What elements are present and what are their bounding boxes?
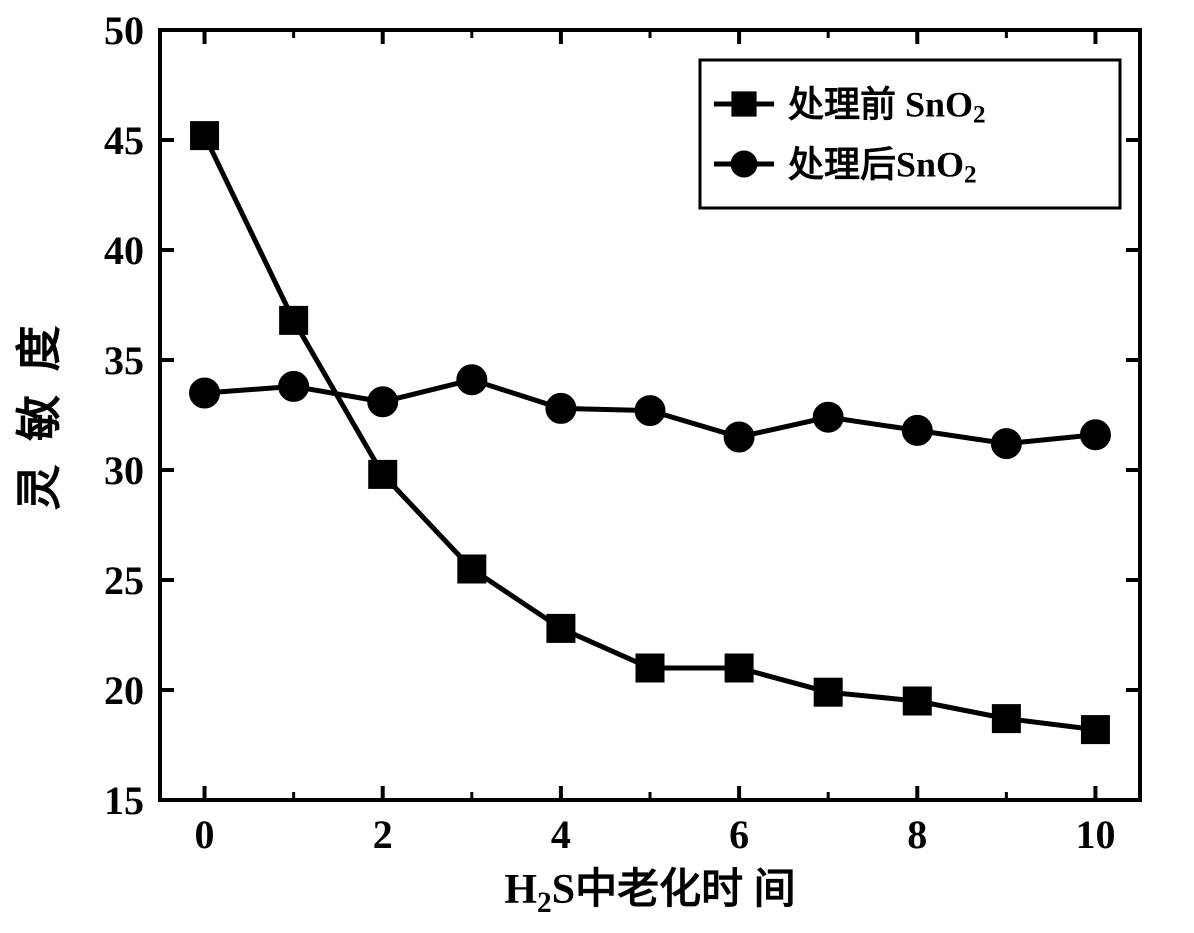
marker-square bbox=[1081, 716, 1109, 744]
marker-circle bbox=[546, 393, 576, 423]
marker-circle bbox=[190, 378, 220, 408]
legend-label: 处理前 SnO2 bbox=[788, 85, 986, 129]
marker-square bbox=[636, 654, 664, 682]
marker-square bbox=[369, 460, 397, 488]
marker-square bbox=[280, 306, 308, 334]
y-tick-label: 45 bbox=[104, 118, 144, 163]
marker-circle bbox=[813, 402, 843, 432]
x-tick-label: 8 bbox=[907, 812, 927, 857]
legend-label: 处理后SnO2 bbox=[788, 145, 977, 189]
x-tick-label: 0 bbox=[195, 812, 215, 857]
series-line-before bbox=[205, 136, 1096, 730]
marker-circle bbox=[368, 387, 398, 417]
marker-square bbox=[903, 687, 931, 715]
x-tick-label: 6 bbox=[729, 812, 749, 857]
chart-container: 0 2 4 6 8 10 15 20 25 30 35 40 45 50 H2S中老化时 间 灵 敏 度 处理前… bbox=[0, 0, 1194, 933]
marker-circle bbox=[902, 415, 932, 445]
marker-square bbox=[547, 614, 575, 642]
line-chart: 0 2 4 6 8 10 15 20 25 30 35 40 45 50 H2S中老化时 间 灵 敏 度 处理前… bbox=[0, 0, 1194, 933]
marker-square bbox=[814, 678, 842, 706]
marker-circle bbox=[457, 365, 487, 395]
marker-circle bbox=[279, 371, 309, 401]
x-axis-label: H2S中老化时 间 bbox=[504, 866, 795, 919]
y-tick-label: 40 bbox=[104, 228, 144, 273]
x-tick-label: 2 bbox=[373, 812, 393, 857]
x-tick-label: 10 bbox=[1075, 812, 1115, 857]
marker-square bbox=[992, 705, 1020, 733]
marker-circle bbox=[635, 396, 665, 426]
y-tick-label: 20 bbox=[104, 668, 144, 713]
x-tick-label: 4 bbox=[551, 812, 571, 857]
marker-circle bbox=[724, 422, 754, 452]
marker-square bbox=[458, 555, 486, 583]
y-tick-label: 25 bbox=[104, 558, 144, 603]
y-tick-label: 50 bbox=[104, 8, 144, 53]
y-axis-label: 灵 敏 度 bbox=[14, 320, 65, 511]
marker-square bbox=[725, 654, 753, 682]
legend-marker-circle bbox=[731, 151, 758, 178]
y-tick-label: 35 bbox=[104, 338, 144, 383]
marker-circle bbox=[991, 429, 1021, 459]
legend-box bbox=[700, 60, 1120, 208]
y-tick-label: 30 bbox=[104, 448, 144, 493]
y-tick-label: 15 bbox=[104, 778, 144, 823]
marker-circle bbox=[1080, 420, 1110, 450]
marker-square bbox=[191, 122, 219, 150]
legend-marker-square bbox=[731, 91, 756, 116]
